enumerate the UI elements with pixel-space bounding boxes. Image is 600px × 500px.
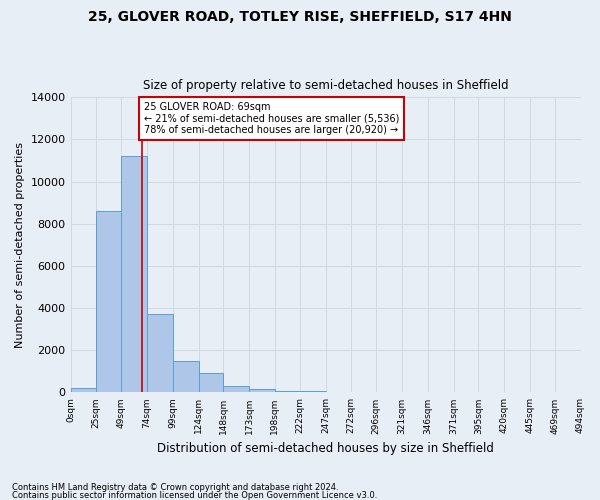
- Text: 25 GLOVER ROAD: 69sqm
← 21% of semi-detached houses are smaller (5,536)
78% of s: 25 GLOVER ROAD: 69sqm ← 21% of semi-deta…: [144, 102, 399, 134]
- Bar: [121, 156, 147, 392]
- Bar: [249, 390, 275, 392]
- Text: 25, GLOVER ROAD, TOTLEY RISE, SHEFFIELD, S17 4HN: 25, GLOVER ROAD, TOTLEY RISE, SHEFFIELD,…: [88, 10, 512, 24]
- Y-axis label: Number of semi-detached properties: Number of semi-detached properties: [15, 142, 25, 348]
- Bar: [275, 390, 300, 392]
- Bar: [147, 314, 173, 392]
- Bar: [97, 211, 121, 392]
- Text: Contains public sector information licensed under the Open Government Licence v3: Contains public sector information licen…: [12, 491, 377, 500]
- Bar: [199, 374, 223, 392]
- Text: Contains HM Land Registry data © Crown copyright and database right 2024.: Contains HM Land Registry data © Crown c…: [12, 484, 338, 492]
- X-axis label: Distribution of semi-detached houses by size in Sheffield: Distribution of semi-detached houses by …: [157, 442, 494, 455]
- Bar: [223, 386, 249, 392]
- Bar: [173, 361, 199, 392]
- Bar: [71, 388, 97, 392]
- Title: Size of property relative to semi-detached houses in Sheffield: Size of property relative to semi-detach…: [143, 79, 508, 92]
